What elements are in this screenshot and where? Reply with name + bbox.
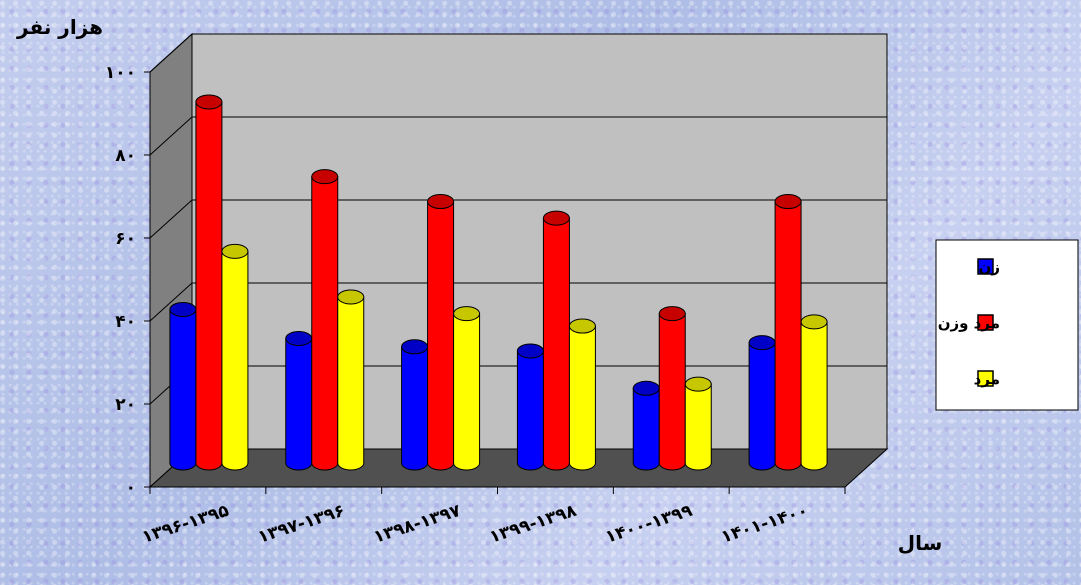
bar xyxy=(285,331,313,471)
bar xyxy=(311,169,339,471)
category-label: ۱۳۹۷-۱۳۹۶ xyxy=(255,501,347,548)
bar-top xyxy=(658,306,686,322)
bar-body xyxy=(748,342,776,471)
category-label: ۱۳۹۸-۱۳۹۷ xyxy=(371,501,463,548)
bar xyxy=(658,306,686,471)
bar xyxy=(453,306,481,471)
bar xyxy=(748,335,776,471)
bar-top xyxy=(221,243,249,259)
y-tick-label: ۲۰ xyxy=(115,395,136,415)
legend-box xyxy=(935,239,1079,411)
bar-body xyxy=(427,201,455,471)
legend-swatch xyxy=(977,314,994,331)
bar xyxy=(337,289,365,471)
bar xyxy=(221,243,249,471)
y-tick-label: ۰ xyxy=(126,478,136,498)
chart-axes: ۰ ۲۰ ۴۰ ۶۰ ۸۰ ۱۰۰ xyxy=(105,63,846,498)
legend-label: زن xyxy=(979,258,1000,276)
gridline xyxy=(149,33,887,73)
bar-body xyxy=(774,201,802,471)
bar-top xyxy=(568,318,596,334)
bar-body xyxy=(337,296,365,471)
bar-top xyxy=(542,210,570,226)
bar-body xyxy=(568,325,596,471)
bar-top xyxy=(427,194,455,210)
bar-top xyxy=(800,314,828,330)
bar-top xyxy=(516,343,544,359)
bar-top xyxy=(401,339,429,355)
bar-body xyxy=(285,338,313,471)
bar xyxy=(632,380,660,471)
bar xyxy=(800,314,828,471)
bar-top xyxy=(453,306,481,322)
bar xyxy=(774,194,802,471)
legend-swatch xyxy=(977,370,994,387)
bar-body xyxy=(311,176,339,471)
bar-top xyxy=(311,169,339,185)
bar-body xyxy=(169,308,197,471)
bar-body xyxy=(221,250,249,471)
bar-body xyxy=(632,387,660,471)
y-tick-label: ۱۰۰ xyxy=(105,63,136,83)
bar-top xyxy=(285,331,313,346)
bar xyxy=(427,194,455,471)
bar xyxy=(542,210,570,471)
legend-label: مرد xyxy=(974,370,1000,388)
bar xyxy=(568,318,596,471)
gridline xyxy=(149,199,887,239)
gridline xyxy=(149,116,887,156)
bar-top xyxy=(684,376,712,392)
bar-body xyxy=(401,346,429,471)
bar-body xyxy=(800,321,828,471)
legend: زن مرد وزن مرد xyxy=(935,239,1079,411)
bar-body xyxy=(542,217,570,471)
bar-top xyxy=(337,289,365,305)
bar xyxy=(684,376,712,471)
category-label: ۱۴۰۰-۱۳۹۹ xyxy=(603,501,695,548)
legend-label: مرد وزن xyxy=(938,314,1000,332)
category-label: ۱۳۹۹-۱۳۹۸ xyxy=(487,501,579,548)
y-tick-label: ۴۰ xyxy=(115,312,136,332)
bar-top xyxy=(195,94,223,110)
y-tick-label: ۶۰ xyxy=(115,229,136,249)
y-axis-title: هزار نفر xyxy=(16,15,103,39)
bar xyxy=(401,339,429,471)
y-tick-label: ۸۰ xyxy=(115,146,136,166)
bar-top xyxy=(169,301,197,317)
bar-body xyxy=(453,313,481,471)
chart-bars xyxy=(169,94,828,471)
bar-top xyxy=(774,194,802,210)
bar-body xyxy=(195,101,223,471)
x-axis-title: سال xyxy=(898,531,943,555)
bar-body xyxy=(516,350,544,471)
category-label: ۱۳۹۶-۱۳۹۵ xyxy=(140,501,232,548)
gridline xyxy=(149,282,887,322)
legend-swatch xyxy=(977,258,994,275)
bar xyxy=(516,343,544,471)
category-label: ۱۴۰۱-۱۴۰۰ xyxy=(719,501,811,548)
bar-body xyxy=(658,313,686,471)
bar-top xyxy=(748,335,776,351)
bar-top xyxy=(632,380,660,396)
bar-body xyxy=(684,383,712,471)
bar xyxy=(195,94,223,471)
bar xyxy=(169,301,197,471)
